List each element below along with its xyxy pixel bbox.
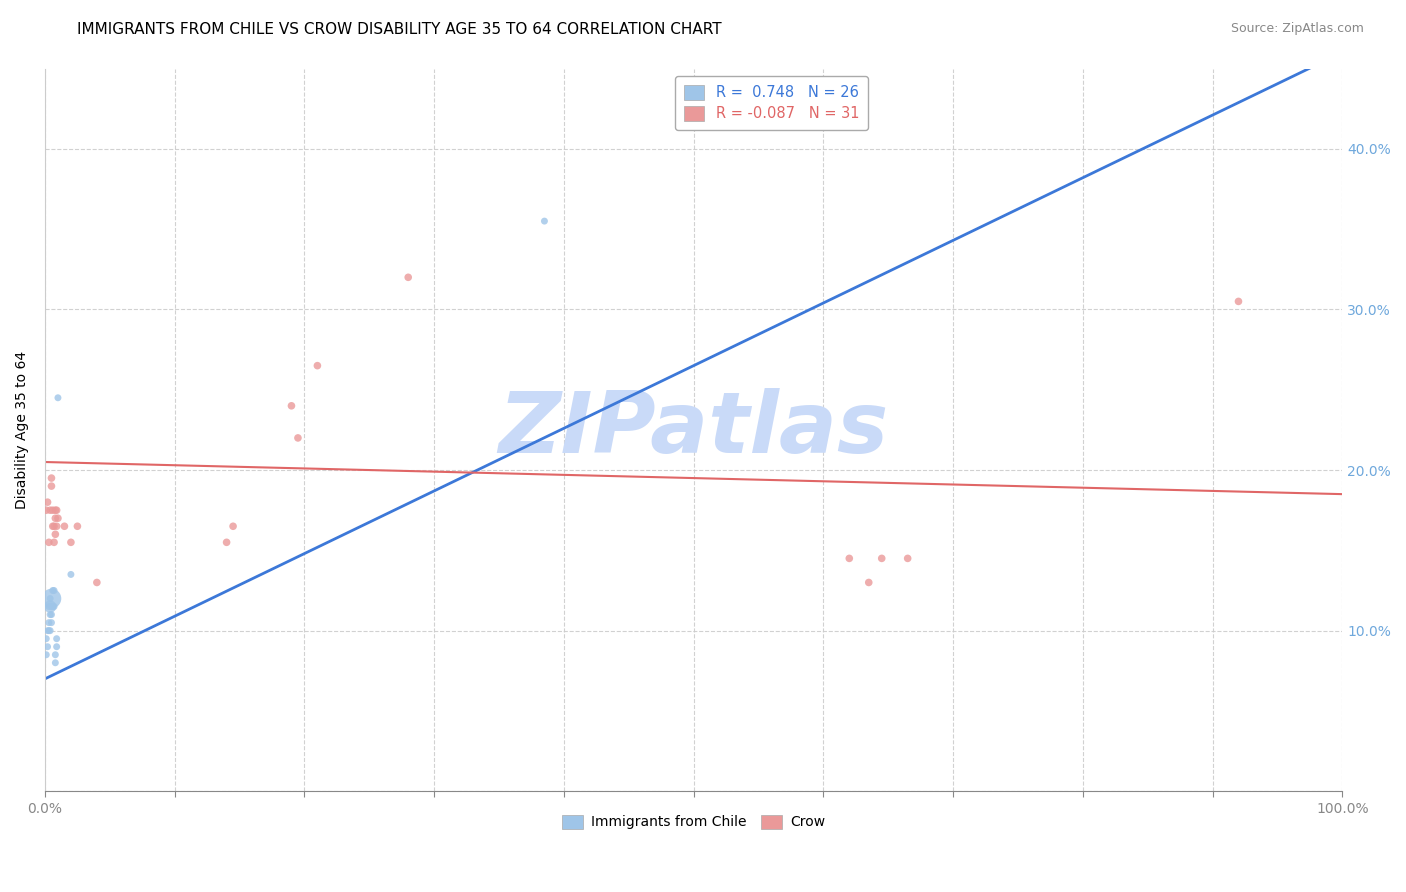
Point <box>41 591 63 606</box>
Legend: Immigrants from Chile, Crow: Immigrants from Chile, Crow <box>557 809 831 835</box>
Point <box>41 471 63 485</box>
Point <box>46 511 69 525</box>
Point <box>45 519 67 533</box>
Point <box>897 551 920 566</box>
Y-axis label: Disability Age 35 to 64: Disability Age 35 to 64 <box>15 351 30 509</box>
Point <box>42 519 65 533</box>
Point <box>66 519 89 533</box>
Point <box>42 519 65 533</box>
Point <box>222 519 245 533</box>
Point <box>35 503 58 517</box>
Point <box>37 495 59 509</box>
Point <box>396 270 419 285</box>
Point <box>42 535 65 549</box>
Point <box>1227 294 1250 309</box>
Point <box>307 359 329 373</box>
Point <box>42 503 65 517</box>
Point <box>38 599 60 614</box>
Point <box>39 503 62 517</box>
Point <box>838 551 860 566</box>
Point <box>41 599 63 614</box>
Point <box>46 391 69 405</box>
Point <box>39 607 62 622</box>
Point <box>59 535 82 549</box>
Point <box>215 535 238 549</box>
Point <box>35 632 58 646</box>
Point <box>44 648 66 662</box>
Point <box>39 599 62 614</box>
Point <box>42 599 65 614</box>
Point <box>41 479 63 493</box>
Text: IMMIGRANTS FROM CHILE VS CROW DISABILITY AGE 35 TO 64 CORRELATION CHART: IMMIGRANTS FROM CHILE VS CROW DISABILITY… <box>77 22 721 37</box>
Point <box>287 431 309 445</box>
Point <box>39 591 62 606</box>
Point <box>870 551 893 566</box>
Point <box>42 599 65 614</box>
Point <box>38 535 60 549</box>
Point <box>44 656 66 670</box>
Point <box>858 575 880 590</box>
Point <box>280 399 302 413</box>
Point <box>45 503 67 517</box>
Point <box>35 648 58 662</box>
Point <box>37 640 59 654</box>
Point <box>42 583 65 598</box>
Point <box>39 624 62 638</box>
Point <box>53 519 76 533</box>
Point <box>533 214 555 228</box>
Point <box>42 583 65 598</box>
Point <box>38 624 60 638</box>
Point <box>44 511 66 525</box>
Point <box>59 567 82 582</box>
Point <box>38 615 60 630</box>
Point <box>44 527 66 541</box>
Point <box>45 640 67 654</box>
Point <box>41 615 63 630</box>
Point <box>37 624 59 638</box>
Text: ZIPatlas: ZIPatlas <box>499 388 889 471</box>
Point <box>86 575 108 590</box>
Point <box>41 607 63 622</box>
Point <box>45 632 67 646</box>
Point <box>44 503 66 517</box>
Text: Source: ZipAtlas.com: Source: ZipAtlas.com <box>1230 22 1364 36</box>
